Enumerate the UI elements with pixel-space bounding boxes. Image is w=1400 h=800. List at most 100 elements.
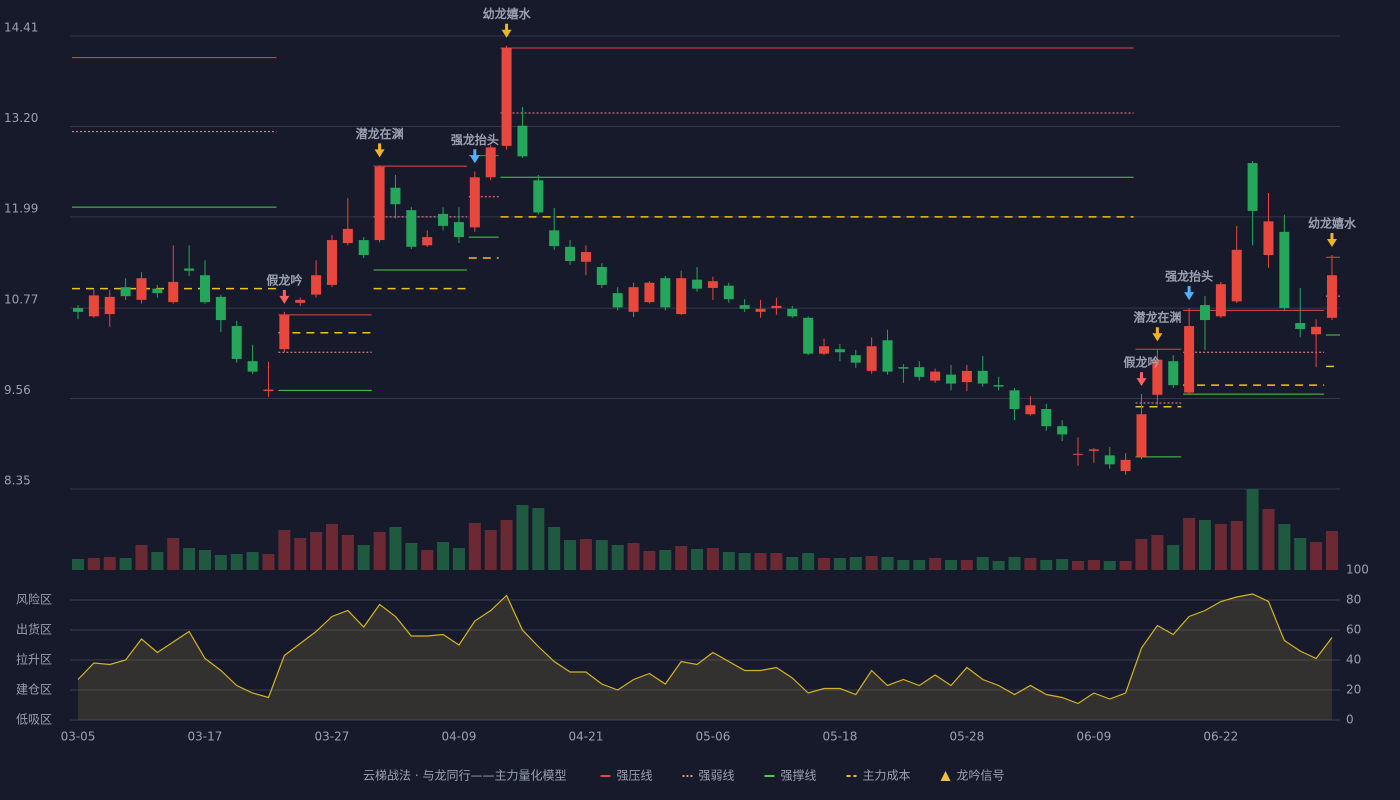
candle-body <box>438 213 449 226</box>
candle-body <box>422 237 433 246</box>
volume-bar <box>278 530 291 570</box>
candle-body <box>342 228 353 244</box>
volume-bar <box>341 535 354 570</box>
signal-arrow <box>469 149 480 164</box>
volume-bar <box>992 561 1005 570</box>
candle-body <box>866 346 877 371</box>
signal-arrow <box>1326 233 1337 248</box>
candle-body <box>882 340 893 372</box>
volume-bar <box>532 508 545 570</box>
volume-bar <box>1008 557 1021 570</box>
volume-bar <box>643 551 656 570</box>
y-tick-label: 40 <box>1346 653 1361 667</box>
volume-bar <box>1325 531 1338 570</box>
x-tick-label: 06-09 <box>1076 730 1111 744</box>
volume-bar <box>786 557 799 570</box>
volume-bar <box>706 548 719 570</box>
candle-body <box>898 367 909 369</box>
candle-body <box>771 305 782 309</box>
candle-body <box>580 252 591 262</box>
volume-bar <box>500 520 513 570</box>
volume-bar <box>865 556 878 570</box>
signal-label: 幼龙嬉水 <box>1308 216 1357 231</box>
candle-body <box>1088 449 1099 451</box>
volume-bar <box>738 553 751 570</box>
volume-bar <box>421 550 434 570</box>
candle-body <box>1136 414 1147 457</box>
volume-bar <box>595 540 608 570</box>
x-tick-label: 03-05 <box>61 730 96 744</box>
candle-body <box>374 166 385 241</box>
candle-body <box>946 374 957 384</box>
candle-body <box>231 326 242 359</box>
candle-body <box>850 355 861 363</box>
y-tick-label: 13.20 <box>4 111 38 125</box>
volume-bar <box>1119 561 1132 570</box>
volume-bar <box>516 505 529 570</box>
candle-body <box>723 285 734 300</box>
volume-bar <box>484 530 497 570</box>
volume-bar <box>929 558 942 570</box>
y-tick-label: 10.77 <box>4 293 38 307</box>
signal-arrow <box>374 143 385 158</box>
candle-body <box>199 275 210 303</box>
candle-body <box>1072 453 1083 455</box>
candle-body <box>612 293 623 308</box>
candle-body <box>1247 163 1258 211</box>
signal-label: 强龙抬头 <box>1165 269 1213 284</box>
zone-label: 拉升区 <box>16 652 52 667</box>
signal-label: 假龙吟 <box>1123 355 1159 370</box>
candle-body <box>390 187 401 205</box>
volume-bar <box>246 552 259 570</box>
candle-body <box>1295 323 1306 330</box>
candle-body <box>1215 284 1226 317</box>
volume-bar <box>103 557 116 570</box>
volume-bar <box>1310 542 1323 570</box>
volume-bar <box>881 557 894 570</box>
signal-label: 假龙吟 <box>266 272 302 287</box>
candle-body <box>565 246 576 262</box>
candle-body <box>1231 249 1242 302</box>
volume-bar <box>802 553 815 570</box>
volume-bar <box>548 527 561 570</box>
volume-bar <box>468 523 481 570</box>
candle-body <box>247 361 258 372</box>
candle-body <box>1184 326 1195 393</box>
candle-body <box>485 147 496 178</box>
volume-bar <box>722 552 735 570</box>
x-tick-label: 03-17 <box>188 730 223 744</box>
volume-bar <box>1040 560 1053 570</box>
volume-bar <box>230 554 243 570</box>
signal-label: 幼龙嬉水 <box>483 6 532 21</box>
signal-arrow <box>1184 286 1195 301</box>
volume-bar <box>294 538 307 570</box>
candle-body <box>73 308 83 312</box>
candle-body <box>1120 459 1131 472</box>
zone-label: 出货区 <box>16 622 52 637</box>
candle-body <box>1311 326 1322 335</box>
candle-body <box>469 177 480 228</box>
volume-bar <box>1198 520 1211 570</box>
volume-bar <box>198 550 211 570</box>
zone-label: 低吸区 <box>16 713 52 727</box>
volume-bar <box>1056 559 1069 570</box>
volume-bar <box>976 557 989 570</box>
volume-bar <box>849 557 862 570</box>
volume-bar <box>1278 524 1291 570</box>
volume-bar <box>579 539 592 570</box>
candle-body <box>1326 275 1337 318</box>
y-tick-label: 9.56 <box>4 383 31 397</box>
volume-bar <box>913 560 926 570</box>
candle-body <box>755 308 766 312</box>
signal-arrow <box>1152 327 1163 342</box>
volume-bar <box>405 543 418 570</box>
volume-bar <box>945 560 958 570</box>
legend-label: 强弱线 <box>698 769 734 783</box>
volume-bar <box>373 532 386 570</box>
candle-body <box>1057 426 1068 435</box>
candle-body <box>961 370 972 383</box>
y-tick-label: 8.35 <box>4 474 31 488</box>
zone-label: 风险区 <box>16 592 52 607</box>
